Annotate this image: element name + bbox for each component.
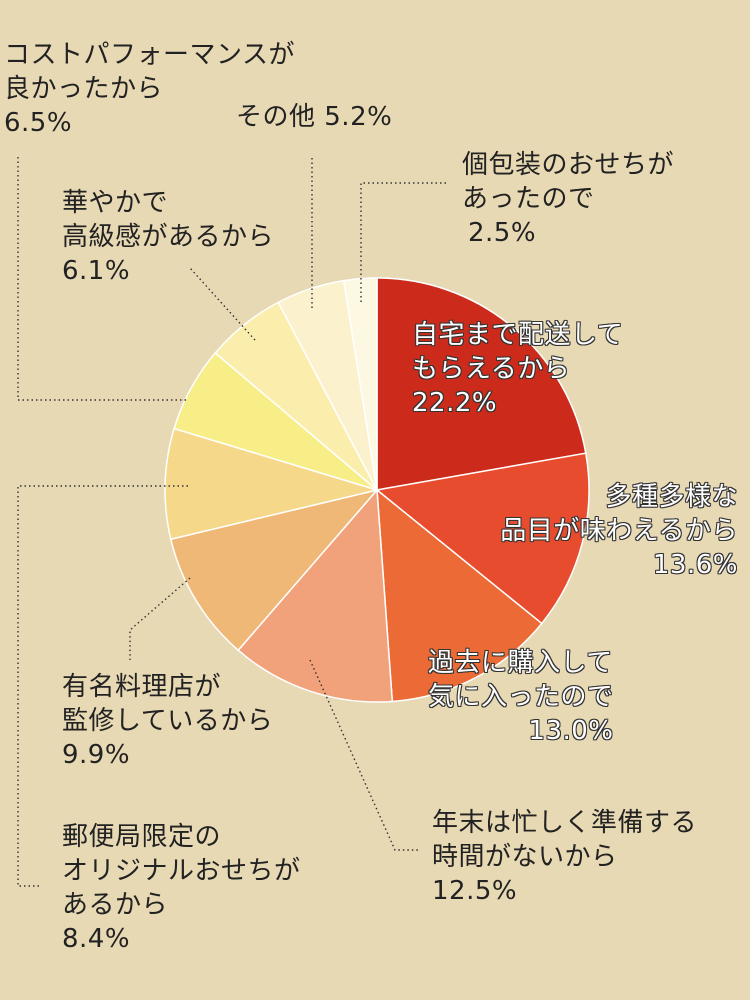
slice-label-text: コストパフォーマンスが — [4, 40, 295, 70]
pie-slice-1 — [375, 452, 590, 625]
slice-label-text: 個包装のおせちが — [462, 150, 675, 180]
slice-label-text: 年末は忙しく準備する — [432, 808, 698, 838]
slice-label-text: 華やかで — [62, 188, 169, 218]
slice-label-6: コストパフォーマンスが 良かったから 6.5% — [4, 38, 295, 140]
leader-line-9 — [360, 182, 448, 302]
slice-value-label: 8.4% — [62, 924, 131, 954]
slice-label-text: 時間がないから — [432, 842, 618, 872]
slice-label-5: 郵便局限定のオリジナルおせちが あるから 8.4% — [62, 820, 301, 956]
slice-value-label: 22.2% — [412, 388, 498, 418]
slice-label-text: 良かったから — [4, 74, 164, 104]
leader-line-6 — [17, 155, 186, 401]
slice-label-1: 多種多様な品目が味わえるから 13.6% — [500, 480, 738, 582]
slice-label-8: その他 5.2% — [236, 100, 392, 134]
slice-label-7: 華やかで高級感があるから 6.1% — [62, 186, 274, 288]
slice-label-2: 過去に購入して 気に入ったので 13.0% — [428, 646, 614, 748]
slice-label-text: あるから — [62, 890, 169, 920]
slice-label-4: 有名料理店が監修しているから 9.9% — [62, 670, 273, 772]
pie-slice-4 — [169, 488, 380, 652]
slice-label-text: 郵便局限定の — [62, 822, 222, 852]
slice-label-0: 自宅まで配送して もらえるから 22.2% — [412, 318, 623, 420]
slice-label-text: 自宅まで配送して — [412, 320, 624, 350]
slice-label-text: その他 5.2% — [236, 102, 393, 132]
slice-label-text: 有名料理店が — [62, 672, 222, 702]
slice-value-label: 13.6% — [652, 550, 738, 580]
slice-label-text: 気に入ったので — [428, 682, 614, 712]
slice-value-label: 6.5% — [4, 108, 73, 138]
slice-value-label: 2.5% — [468, 218, 537, 248]
leader-line-5 — [17, 485, 188, 887]
slice-label-text: 高級感があるから — [62, 222, 275, 252]
pie-slice-0 — [376, 277, 587, 491]
slice-value-label: 13.0% — [528, 716, 614, 746]
slice-value-label: 9.9% — [62, 740, 131, 770]
slice-label-9: 個包装のおせちが あったので 2.5% — [462, 148, 674, 250]
slice-value-label: 12.5% — [432, 876, 518, 906]
pie-slice-3 — [237, 488, 394, 703]
slice-label-3: 年末は忙しく準備する 時間がないから 12.5% — [432, 806, 697, 908]
pie-slice-2 — [376, 488, 543, 703]
slice-label-text: 過去に購入して — [428, 648, 613, 678]
slice-label-text: もらえるから — [412, 354, 571, 384]
slice-label-text: 品目が味わえるから — [500, 516, 738, 546]
slice-label-text: 多種多様な — [605, 482, 738, 512]
leader-line-3 — [309, 659, 420, 851]
slice-label-text: オリジナルおせちが — [62, 856, 301, 886]
slice-value-label: 6.1% — [62, 256, 131, 286]
pie-slice-5 — [164, 427, 380, 541]
slice-label-text: あったので — [462, 184, 595, 214]
leader-line-4 — [129, 577, 191, 660]
slice-label-text: 監修しているから — [62, 706, 274, 736]
